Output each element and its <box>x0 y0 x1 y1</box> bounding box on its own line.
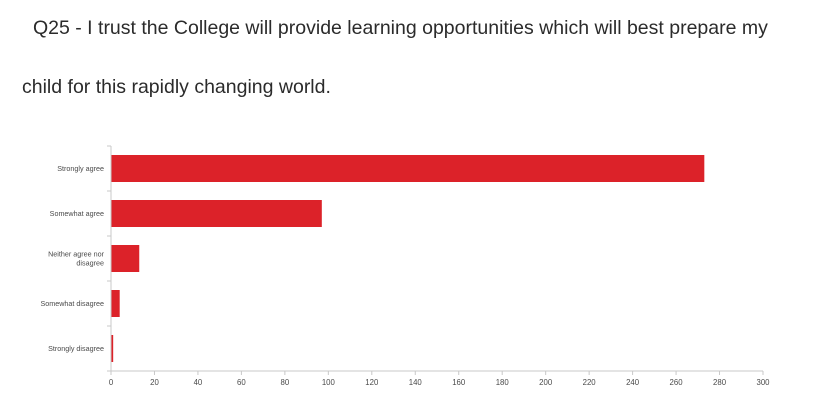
x-tick-label: 0 <box>109 378 114 387</box>
category-label: Strongly agree <box>57 164 104 173</box>
x-tick-label: 220 <box>583 378 597 387</box>
bar-somewhat-agree <box>111 200 322 227</box>
chart-title-line-2: child for this rapidly changing world. <box>22 76 331 98</box>
category-label: Strongly disagree <box>48 344 104 353</box>
category-label: Neither agree nor <box>48 250 105 259</box>
x-tick-label: 100 <box>322 378 336 387</box>
x-tick-label: 200 <box>539 378 553 387</box>
bar-strongly-agree <box>111 155 705 182</box>
bar-neither-agree-nor-disagree <box>111 245 140 272</box>
x-tick-label: 120 <box>365 378 379 387</box>
x-tick-label: 160 <box>452 378 466 387</box>
x-tick-label: 260 <box>670 378 684 387</box>
x-tick-label: 40 <box>194 378 203 387</box>
x-tick-label: 60 <box>237 378 246 387</box>
bar-somewhat-disagree <box>111 290 120 317</box>
x-tick-label: 140 <box>409 378 423 387</box>
category-label: disagree <box>76 259 104 268</box>
category-label: Somewhat disagree <box>40 299 104 308</box>
x-tick-label: 80 <box>281 378 290 387</box>
chart-title-line-1: Q25 - I trust the College will provide l… <box>33 17 768 39</box>
x-tick-label: 180 <box>496 378 510 387</box>
category-label: Somewhat agree <box>50 209 104 218</box>
x-tick-label: 20 <box>150 378 159 387</box>
x-tick-label: 240 <box>626 378 640 387</box>
bar-strongly-disagree <box>111 335 114 362</box>
x-tick-label: 300 <box>756 378 770 387</box>
x-tick-label: 280 <box>713 378 727 387</box>
